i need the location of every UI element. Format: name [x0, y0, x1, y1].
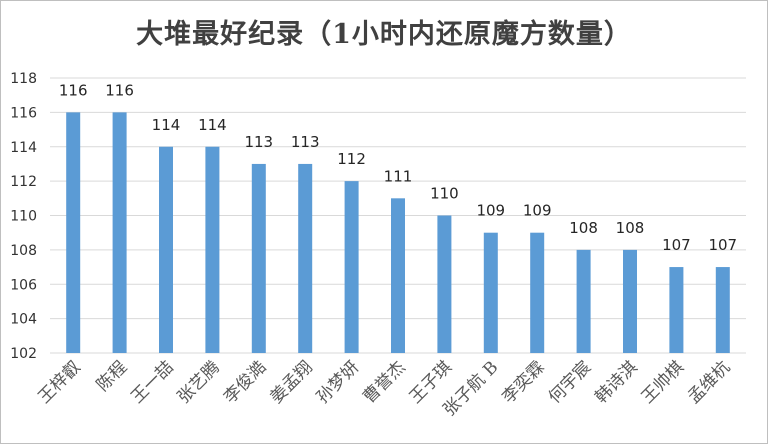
data-label: 108	[616, 219, 645, 237]
data-label: 114	[152, 116, 181, 134]
bar	[530, 232, 545, 353]
y-tick-label: 106	[10, 277, 37, 293]
bar	[437, 215, 452, 353]
data-label: 107	[708, 236, 737, 254]
y-tick-label: 112	[10, 174, 37, 190]
x-tick-label: 曹誉杰	[359, 357, 409, 407]
data-label: 113	[244, 133, 273, 151]
data-label: 114	[198, 116, 227, 134]
data-label: 109	[476, 202, 505, 220]
data-label: 113	[291, 133, 320, 151]
y-tick-label: 102	[10, 346, 37, 362]
data-label: 116	[59, 81, 88, 99]
bar	[112, 112, 127, 353]
y-tick-label: 108	[10, 243, 37, 259]
y-tick-label: 118	[10, 71, 37, 87]
y-tick-label: 110	[10, 209, 37, 225]
x-tick-label: 韩诗淇	[591, 357, 641, 407]
x-tick-label: 张艺腾	[174, 357, 224, 407]
x-tick-label: 李奕霖	[499, 357, 549, 407]
x-tick-label: 孙梦妍	[313, 357, 363, 407]
x-tick-label: 何宇宸	[545, 357, 595, 407]
x-tick-label: 李俊澔	[220, 357, 270, 407]
data-label: 109	[523, 202, 552, 220]
bar	[251, 163, 266, 353]
bar	[159, 146, 173, 353]
bar	[391, 198, 405, 353]
bar	[576, 249, 591, 353]
y-axis-ticks: 102 104 106 108 110 112 114 116 118	[10, 71, 37, 362]
data-label: 111	[384, 167, 413, 185]
data-label: 116	[105, 81, 134, 99]
x-tick-label: 王一喆	[127, 357, 177, 407]
chart-title: 大堆最好纪录（1小时内还原魔方数量）	[136, 19, 632, 50]
data-label: 112	[337, 150, 366, 168]
bar	[205, 146, 220, 353]
x-tick-label: 姜孟翔	[267, 357, 317, 407]
data-label: 108	[569, 219, 598, 237]
bar	[669, 267, 684, 353]
bar	[298, 163, 313, 353]
y-tick-label: 116	[10, 105, 37, 121]
bar	[483, 232, 498, 353]
x-tick-label: 孟维杭	[684, 357, 734, 407]
y-tick-label: 114	[10, 140, 37, 156]
bar	[66, 112, 81, 353]
x-tick-label: 陈程	[93, 357, 131, 395]
y-tick-label: 104	[10, 312, 37, 328]
data-label: 110	[430, 185, 459, 203]
bar	[623, 249, 637, 353]
x-tick-label: 王梓叡	[35, 357, 85, 407]
bar	[715, 267, 730, 353]
data-labels: 116 116 114 114 113 113 112 111 110 109 109 108 108 1…	[59, 81, 737, 254]
bar	[344, 181, 359, 353]
data-label: 107	[662, 236, 691, 254]
bars	[66, 112, 730, 353]
x-tick-label: 王帅棋	[638, 357, 688, 407]
